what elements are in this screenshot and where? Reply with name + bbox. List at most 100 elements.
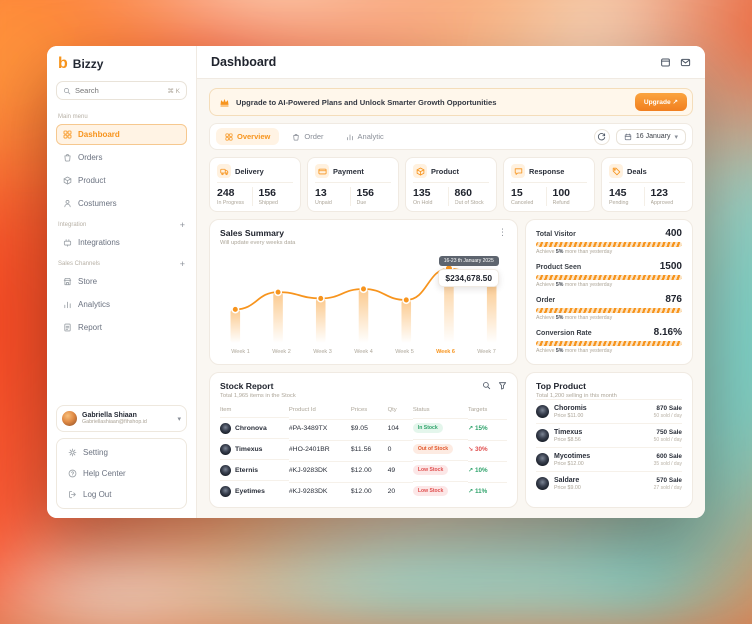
column-header: Item bbox=[220, 407, 232, 413]
tab-label: Order bbox=[304, 132, 324, 141]
sale-count: 570 Sale bbox=[656, 476, 682, 484]
sales-summary-panel: Sales Summary Will update every weeks da… bbox=[209, 219, 518, 365]
panel-head: Top Product Total 1,200 selling in this … bbox=[536, 381, 682, 399]
section-label-text: Main menu bbox=[58, 114, 88, 120]
price-cell: $9.05 bbox=[350, 419, 388, 436]
panel-title: Sales Summary bbox=[220, 228, 285, 238]
sidebar-item-setting[interactable]: Setting bbox=[61, 442, 182, 463]
product-price: Price $11.00 bbox=[554, 412, 584, 419]
window-icon[interactable] bbox=[660, 57, 671, 68]
add-integration-button[interactable]: + bbox=[179, 220, 185, 230]
help-icon bbox=[68, 469, 77, 478]
metric-label: Due bbox=[356, 200, 367, 206]
tab-analytic[interactable]: Analytic bbox=[337, 128, 393, 145]
target-cell: ↘ 30% bbox=[467, 440, 507, 457]
date-filter[interactable]: 16 January ▾ bbox=[615, 128, 686, 145]
stat-title: Delivery bbox=[235, 166, 264, 176]
product-id-cell: #HO-2401BR bbox=[288, 440, 351, 457]
target-cell: ↗ 10% bbox=[467, 461, 507, 478]
calendar-icon bbox=[624, 133, 632, 141]
column-header: Targets bbox=[467, 407, 488, 413]
note-pct: 5% bbox=[555, 282, 564, 288]
product-thumb bbox=[220, 443, 231, 455]
week-label-active: Week 6 bbox=[436, 349, 455, 355]
tab-order[interactable]: Order bbox=[283, 128, 332, 145]
product-icon bbox=[63, 176, 72, 185]
trend-up-icon: ↗ bbox=[467, 467, 473, 474]
sidebar-item-product[interactable]: Product bbox=[56, 170, 187, 191]
note-suffix: more than yesterday bbox=[564, 315, 613, 321]
user-profile-card[interactable]: Gabriella Shiaan Gabriellashiaan@fihshop… bbox=[56, 405, 187, 432]
trend-value: 30% bbox=[474, 445, 488, 453]
qty-cell: 20 bbox=[387, 482, 413, 499]
product-thumb bbox=[536, 477, 549, 490]
top-product-item[interactable]: Mycotimes Price $12.00 600 Sale 35 sold … bbox=[536, 447, 682, 471]
add-sales-channel-button[interactable]: + bbox=[179, 259, 185, 269]
sales-chart bbox=[230, 263, 497, 344]
top-product-item[interactable]: Saldare Price $9.00 570 Sale 27 sold / d… bbox=[536, 471, 682, 495]
kebab-menu-icon[interactable]: ⋮ bbox=[498, 227, 507, 237]
dashboard-content: Upgrade to AI-Powered Plans and Unlock S… bbox=[197, 79, 705, 518]
table-row-item[interactable]: Eternis bbox=[220, 459, 289, 480]
stock-report-panel: Stock Report Total 1,965 items in the St… bbox=[209, 372, 518, 508]
metric-label: Out of Stock bbox=[454, 200, 484, 206]
week-label: Week 3 bbox=[313, 349, 332, 355]
sidebar-item-analytics[interactable]: Analytics bbox=[56, 294, 187, 315]
metric-label: Shipped bbox=[258, 200, 278, 206]
kpi-label: Conversion Rate bbox=[536, 330, 592, 337]
item-name: Chronova bbox=[235, 424, 267, 432]
sidebar-item-integrations[interactable]: Integrations bbox=[56, 232, 187, 253]
top-product-item[interactable]: Choromis Price $11.00 870 Sale 50 sold /… bbox=[536, 399, 682, 423]
status-badge: Out of Stock bbox=[412, 444, 454, 454]
avatar bbox=[62, 411, 77, 426]
search-icon[interactable] bbox=[482, 381, 491, 390]
top-product-item[interactable]: Timexus Price $8.56 750 Sale 50 sold / d… bbox=[536, 423, 682, 447]
kpi-label: Total Visitor bbox=[536, 231, 576, 238]
kpi-value: 8.16% bbox=[653, 327, 682, 338]
sidebar-item-report[interactable]: Report bbox=[56, 317, 187, 338]
trend-up-icon: ↗ bbox=[467, 425, 473, 432]
sidebar-item-help-center[interactable]: Help Center bbox=[61, 463, 182, 484]
search-icon bbox=[63, 87, 71, 95]
sidebar-item-orders[interactable]: Orders bbox=[56, 147, 187, 168]
section-integration: Integration + bbox=[58, 220, 185, 230]
sold-per-day: 35 sold / day bbox=[653, 460, 682, 467]
item-name: Timexus bbox=[235, 445, 263, 453]
stat-head: Delivery bbox=[217, 164, 293, 178]
mail-icon[interactable] bbox=[680, 57, 691, 68]
stat-card-delivery: Delivery 248 In Progress 156 Shipped bbox=[209, 157, 301, 212]
filter-icon[interactable] bbox=[498, 381, 507, 390]
middle-row: Sales Summary Will update every weeks da… bbox=[209, 219, 693, 365]
sold-per-day: 50 sold / day bbox=[653, 412, 682, 419]
search-input[interactable] bbox=[75, 86, 164, 95]
upgrade-button[interactable]: Upgrade ↗ bbox=[634, 93, 687, 111]
tab-overview[interactable]: Overview bbox=[216, 128, 280, 145]
product-id-cell: #KJ-9283DK bbox=[288, 461, 351, 478]
table-row-item[interactable]: Chronova bbox=[220, 417, 289, 438]
analytics-icon bbox=[63, 300, 72, 309]
search-shortcut: ⌘ K bbox=[167, 87, 180, 95]
note-prefix: Achieve bbox=[536, 315, 555, 321]
trend-indicator: ↗ 11% bbox=[468, 488, 487, 495]
product-price: Price $9.00 bbox=[554, 484, 581, 491]
sidebar-item-dashboard[interactable]: Dashboard bbox=[56, 124, 187, 145]
product-price: Price $8.56 bbox=[554, 436, 581, 443]
sidebar-item-label: Log Out bbox=[83, 490, 112, 499]
stat-metrics: 145 Pending 123 Approved bbox=[609, 182, 685, 206]
refresh-button[interactable] bbox=[593, 128, 610, 145]
table-row-item[interactable]: Timexus bbox=[220, 438, 289, 459]
kpi-value: 400 bbox=[665, 228, 682, 239]
kpi-conversion-rate: Conversion Rate 8.16% Achieve 5% more tha… bbox=[536, 327, 682, 354]
metric-value: 145 bbox=[609, 187, 627, 199]
sold-per-day: 50 sold / day bbox=[653, 436, 682, 443]
panel-head: Stock Report Total 1,965 items in the St… bbox=[220, 381, 507, 399]
sidebar-item-customers[interactable]: Costumers bbox=[56, 193, 187, 214]
response-icon bbox=[511, 164, 525, 178]
sidebar-search[interactable]: ⌘ K bbox=[56, 81, 187, 100]
page-header: Dashboard bbox=[197, 46, 705, 79]
table-row-item[interactable]: Eyetimes bbox=[220, 480, 289, 501]
sidebar-item-label: Store bbox=[78, 277, 98, 286]
sidebar-item-log-out[interactable]: Log Out bbox=[61, 484, 182, 505]
sidebar-item-label: Orders bbox=[78, 153, 103, 162]
sidebar-item-store[interactable]: Store bbox=[56, 271, 187, 292]
